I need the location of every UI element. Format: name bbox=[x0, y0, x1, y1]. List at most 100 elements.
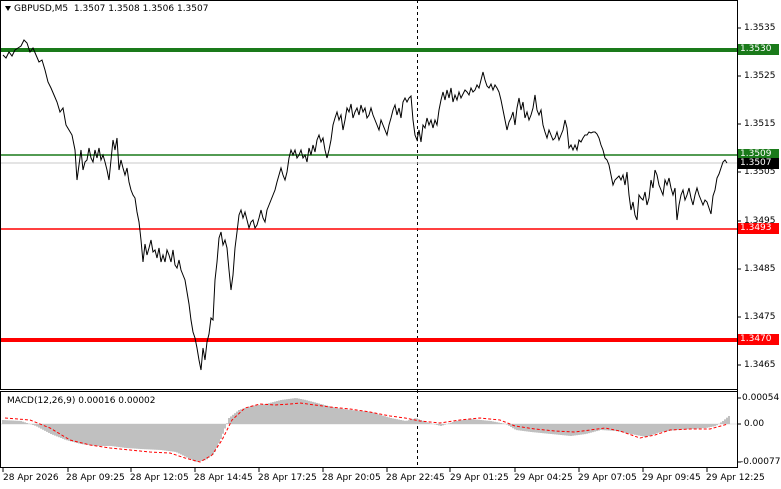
macd-histogram-bar bbox=[4, 420, 6, 424]
macd-histogram-bar bbox=[20, 421, 22, 424]
time-tick: 28 Apr 12:05 bbox=[130, 473, 189, 483]
macd-histogram-bar bbox=[614, 424, 616, 431]
macd-histogram-bar bbox=[458, 420, 460, 424]
macd-histogram-bar bbox=[46, 424, 48, 432]
macd-histogram-bar bbox=[58, 424, 60, 438]
macd-histogram-bar bbox=[318, 403, 320, 424]
macd-histogram-bar bbox=[188, 424, 190, 459]
macd-axis-tick: 0.00054 bbox=[742, 393, 780, 403]
triangle-down-icon[interactable] bbox=[5, 6, 11, 11]
macd-histogram-bar bbox=[310, 401, 312, 424]
macd-histogram-bar bbox=[538, 424, 540, 433]
macd-histogram-bar bbox=[262, 404, 264, 424]
price-pane-border bbox=[0, 0, 738, 390]
macd-histogram-bar bbox=[542, 424, 544, 434]
macd-histogram-bar bbox=[228, 418, 230, 424]
macd-histogram-bar bbox=[268, 403, 270, 424]
price-tick: 1.3475 bbox=[744, 312, 776, 322]
macd-histogram-bar bbox=[580, 424, 582, 435]
macd-histogram-bar bbox=[292, 398, 294, 424]
macd-histogram-bar bbox=[214, 424, 216, 452]
macd-histogram-bar bbox=[448, 423, 450, 424]
macd-histogram-bar bbox=[2, 420, 4, 424]
macd-histogram-bar bbox=[226, 423, 228, 424]
macd-histogram bbox=[2, 398, 730, 462]
macd-histogram-bar bbox=[114, 424, 116, 447]
macd-histogram-bar bbox=[400, 420, 402, 424]
macd-histogram-bar bbox=[166, 424, 168, 451]
macd-histogram-bar bbox=[486, 420, 488, 424]
macd-histogram-bar bbox=[516, 424, 518, 431]
macd-histogram-bar bbox=[648, 424, 650, 436]
macd-histogram-bar bbox=[218, 424, 220, 444]
macd-histogram-bar bbox=[634, 424, 636, 435]
macd-histogram-bar bbox=[164, 424, 166, 451]
macd-histogram-bar bbox=[92, 424, 94, 446]
macd-histogram-bar bbox=[338, 408, 340, 424]
macd-histogram-bar bbox=[404, 420, 406, 424]
level-price-label: 1.3493 bbox=[738, 223, 779, 234]
macd-histogram-bar bbox=[142, 424, 144, 450]
macd-histogram-bar bbox=[508, 424, 510, 426]
macd-histogram-bar bbox=[168, 424, 170, 452]
macd-histogram-bar bbox=[290, 398, 292, 424]
macd-histogram-bar bbox=[294, 398, 296, 424]
macd-histogram-bar bbox=[132, 424, 134, 449]
macd-histogram-bar bbox=[304, 399, 306, 424]
macd-histogram-bar bbox=[664, 424, 666, 432]
macd-histogram-bar bbox=[326, 405, 328, 424]
macd-histogram-bar bbox=[148, 424, 150, 450]
macd-histogram-bar bbox=[514, 424, 516, 430]
macd-histogram-bar bbox=[452, 422, 454, 424]
macd-histogram-bar bbox=[570, 424, 572, 436]
macd-histogram-bar bbox=[328, 406, 330, 424]
time-tick: 28 Apr 14:45 bbox=[194, 473, 253, 483]
macd-histogram-bar bbox=[350, 410, 352, 424]
macd-histogram-bar bbox=[128, 424, 130, 449]
macd-histogram-bar bbox=[596, 424, 598, 432]
macd-histogram-bar bbox=[578, 424, 580, 435]
macd-histogram-bar bbox=[498, 422, 500, 424]
macd-histogram-bar bbox=[274, 401, 276, 424]
macd-histogram-bar bbox=[78, 424, 80, 444]
macd-histogram-bar bbox=[530, 424, 532, 432]
macd-histogram-bar bbox=[572, 424, 574, 436]
macd-histogram-bar bbox=[186, 424, 188, 458]
macd-histogram-bar bbox=[38, 424, 40, 428]
macd-histogram-bar bbox=[122, 424, 124, 448]
macd-histogram-bar bbox=[230, 416, 232, 424]
macd-histogram-bar bbox=[692, 424, 694, 429]
macd-histogram-bar bbox=[468, 419, 470, 424]
macd-histogram-bar bbox=[456, 420, 458, 424]
price-tick: 1.3485 bbox=[744, 264, 776, 274]
time-tick: 28 Apr 22:45 bbox=[386, 473, 445, 483]
macd-histogram-bar bbox=[624, 424, 626, 433]
macd-histogram-bar bbox=[82, 424, 84, 445]
macd-histogram-bar bbox=[284, 399, 286, 424]
macd-histogram-bar bbox=[176, 424, 178, 453]
macd-histogram-bar bbox=[726, 417, 728, 424]
macd-histogram-bar bbox=[482, 420, 484, 424]
macd-histogram-bar bbox=[430, 423, 432, 424]
price-tick: 1.3465 bbox=[744, 360, 776, 370]
macd-histogram-bar bbox=[182, 424, 184, 456]
macd-histogram-bar bbox=[356, 410, 358, 424]
macd-histogram-bar bbox=[626, 424, 628, 434]
price-line bbox=[2, 39, 728, 371]
macd-histogram-bar bbox=[424, 421, 426, 424]
macd-histogram-bar bbox=[398, 419, 400, 424]
macd-histogram-bar bbox=[224, 424, 226, 429]
macd-histogram-bar bbox=[480, 420, 482, 424]
macd-histogram-bar bbox=[244, 408, 246, 424]
macd-histogram-bar bbox=[116, 424, 118, 447]
time-tick: 29 Apr 09:45 bbox=[642, 473, 701, 483]
macd-histogram-bar bbox=[428, 422, 430, 424]
macd-histogram-bar bbox=[476, 419, 478, 424]
macd-histogram-bar bbox=[490, 421, 492, 424]
macd-histogram-bar bbox=[702, 424, 704, 429]
macd-histogram-bar bbox=[494, 421, 496, 424]
macd-histogram-bar bbox=[26, 423, 28, 424]
macd-histogram-bar bbox=[536, 424, 538, 433]
